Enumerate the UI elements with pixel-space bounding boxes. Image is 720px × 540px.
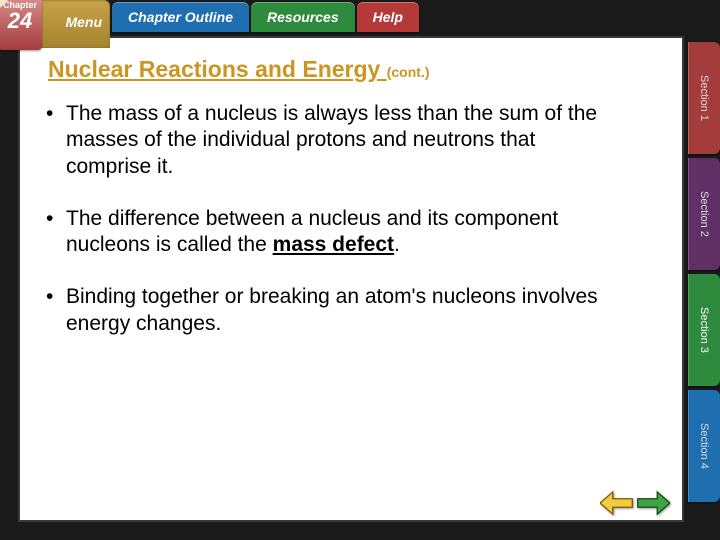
chapter-menu-label: Menu (65, 14, 102, 30)
bullet-list: The mass of a nucleus is always less tha… (20, 87, 682, 373)
chapter-badge: Chapter 24 (0, 0, 42, 50)
bullet-item: Binding together or breaking an atom's n… (66, 284, 622, 337)
side-tab-section-1[interactable]: Section 1 (688, 42, 720, 154)
slide-nav (600, 490, 670, 516)
bullet-text: The mass of a nucleus is always less tha… (66, 102, 597, 178)
tab-chapter-outline[interactable]: Chapter Outline (112, 2, 249, 32)
side-tab-section-2[interactable]: Section 2 (688, 158, 720, 270)
arrow-right-icon (636, 490, 670, 516)
tab-resources[interactable]: Resources (251, 2, 355, 32)
chapter-number: 24 (0, 10, 42, 32)
bullet-text: Binding together or breaking an atom's n… (66, 285, 598, 334)
bullet-item: The difference between a nucleus and its… (66, 206, 622, 259)
top-nav: Chapter 24 Menu Chapter Outline Resource… (0, 0, 720, 32)
slide-title: Nuclear Reactions and Energy (cont.) (20, 38, 682, 87)
tab-help[interactable]: Help (357, 2, 419, 32)
glossary-term-mass-defect[interactable]: mass defect (273, 233, 394, 256)
slide-title-text: Nuclear Reactions and Energy (48, 56, 380, 82)
prev-arrow[interactable] (600, 490, 634, 516)
next-arrow[interactable] (636, 490, 670, 516)
chapter-menu-tab[interactable]: Chapter 24 Menu (0, 0, 110, 48)
bullet-text: . (394, 233, 400, 256)
arrow-left-icon (600, 490, 634, 516)
slide-title-cont: (cont.) (387, 64, 430, 80)
bullet-item: The mass of a nucleus is always less tha… (66, 101, 622, 180)
slide-body: Nuclear Reactions and Energy (cont.) The… (18, 36, 684, 522)
side-nav: Section 1 Section 2 Section 3 Section 4 (688, 42, 720, 506)
side-tab-section-3[interactable]: Section 3 (688, 274, 720, 386)
side-tab-section-4[interactable]: Section 4 (688, 390, 720, 502)
